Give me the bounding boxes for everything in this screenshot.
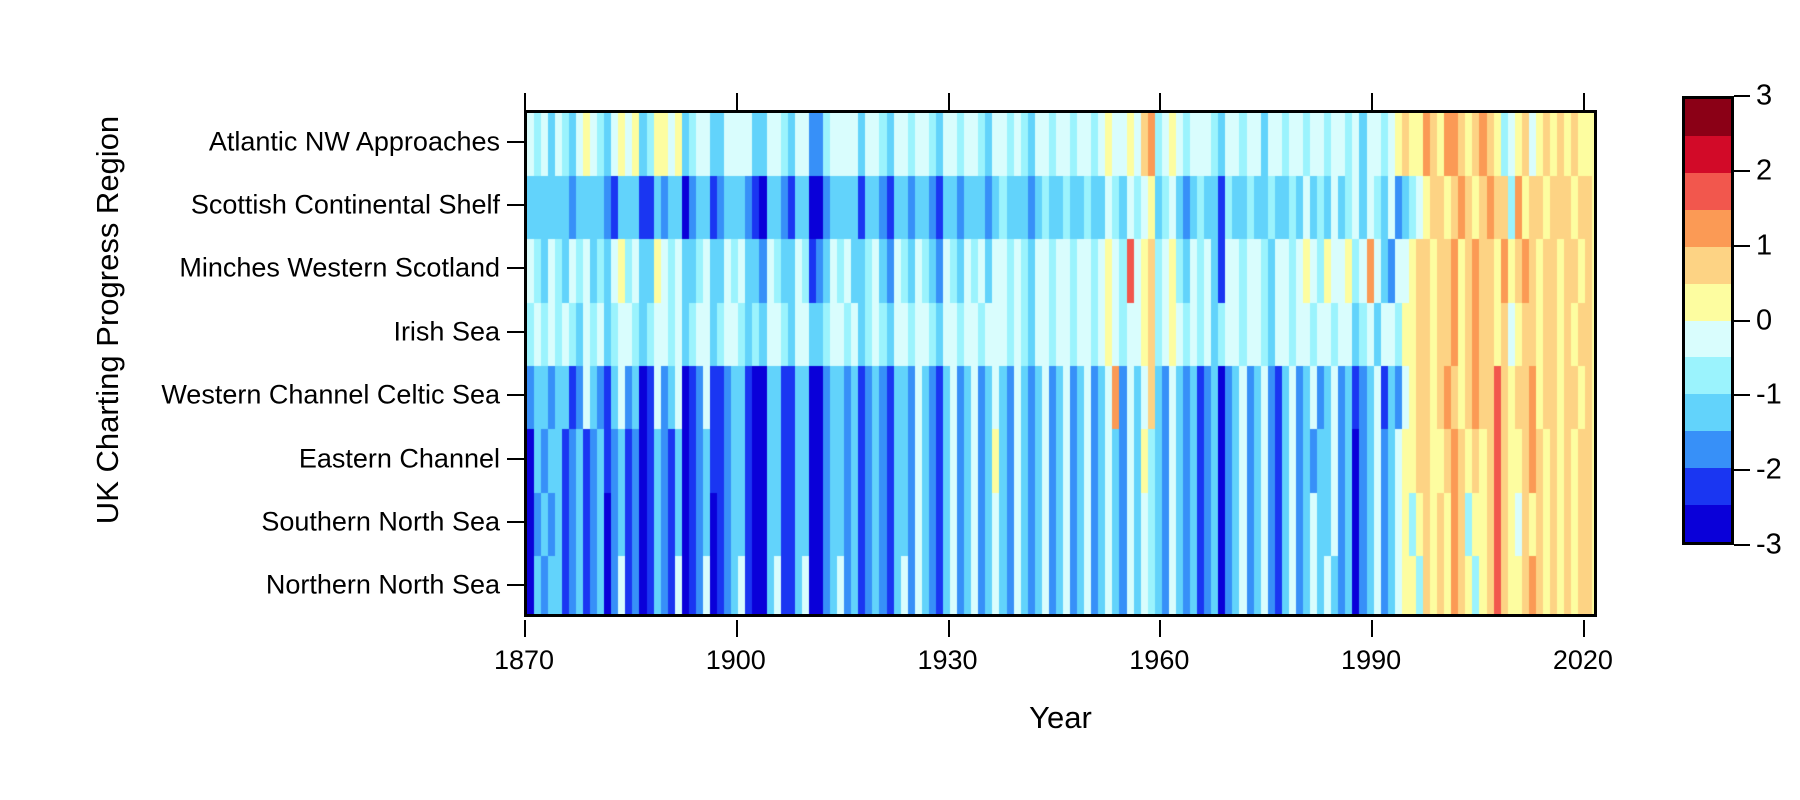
colorbar-tick-mark <box>1734 394 1750 397</box>
colorbar-band <box>1685 135 1731 173</box>
x-axis-tick-mark-top <box>524 93 526 110</box>
colorbar-band <box>1685 468 1731 506</box>
y-axis-tick-mark <box>507 394 524 397</box>
y-axis-tick-label: Scottish Continental Shelf <box>190 189 500 220</box>
colorbar-tick-mark <box>1734 319 1750 322</box>
y-axis-tick-label: Northern North Sea <box>265 569 500 600</box>
x-axis-tick-label: 1930 <box>917 645 978 675</box>
x-axis-tick-mark-top <box>1159 93 1162 110</box>
x-axis-tick-label: 1900 <box>705 645 766 675</box>
y-axis-tick-label: Atlantic NW Approaches <box>208 126 500 157</box>
colorbar-tick-label: 3 <box>1756 79 1773 112</box>
y-axis-tick-mark <box>507 584 524 587</box>
colorbar-band <box>1685 431 1731 469</box>
colorbar-band <box>1685 172 1731 210</box>
x-axis-tick-label: 1870 <box>493 645 555 675</box>
x-axis-tick-mark <box>947 620 950 637</box>
colorbar-tick-mark <box>1734 244 1750 247</box>
colorbar-tick-mark <box>1734 169 1750 172</box>
x-axis-tick-label: 1960 <box>1129 645 1190 675</box>
x-axis-tick-mark <box>735 620 738 637</box>
x-axis-tick-mark <box>1582 620 1585 637</box>
x-axis-tick-mark-top <box>1371 93 1374 110</box>
x-axis-tick-mark-top <box>947 93 950 110</box>
colorbar-band <box>1685 99 1731 136</box>
colorbar-band <box>1685 320 1731 358</box>
colorbar-tick-label: 2 <box>1756 154 1773 187</box>
colorbar-band <box>1685 394 1731 432</box>
colorbar-band <box>1685 246 1731 284</box>
x-axis-tick-mark <box>1159 620 1162 637</box>
colorbar-tick-label: -3 <box>1756 528 1782 561</box>
x-axis-tick-label: 1990 <box>1341 645 1402 675</box>
colorbar-band <box>1685 283 1731 321</box>
heatmap-plot-area <box>524 110 1597 617</box>
colorbar-band <box>1685 357 1731 395</box>
y-axis-tick-mark <box>507 140 524 143</box>
colorbar-tick-label: -2 <box>1756 453 1782 486</box>
x-axis-title: Year <box>1029 700 1092 735</box>
colorbar-tick-label: 0 <box>1756 304 1773 336</box>
colorbar-tick-mark <box>1734 469 1750 472</box>
colorbar-tick-label: -1 <box>1756 378 1782 411</box>
colorbar <box>1682 96 1734 545</box>
x-axis-tick-label: 2020 <box>1552 645 1613 675</box>
y-axis-tick-labels: Atlantic NW Approaches Scottish Continent… <box>100 110 524 617</box>
colorbar-tick-mark <box>1734 95 1750 97</box>
colorbar-tick-label: 1 <box>1756 229 1773 262</box>
y-axis-tick-label: Western Channel Celtic Sea <box>161 379 500 410</box>
x-axis-tick-mark <box>1371 620 1374 637</box>
y-axis-tick-mark <box>507 204 524 207</box>
y-axis-tick-mark <box>507 520 524 523</box>
x-axis-tick-mark-top <box>735 93 738 110</box>
y-axis-tick-mark <box>507 457 524 460</box>
y-axis-tick-label: Minches Western Scotland <box>179 252 500 283</box>
x-axis-tick-mark-top <box>1582 93 1585 110</box>
colorbar-band <box>1685 209 1731 247</box>
y-axis-tick-mark <box>507 330 524 333</box>
y-axis-tick-label: Southern North Sea <box>261 506 500 537</box>
heatmap-canvas <box>527 113 1594 614</box>
y-axis-tick-label: Eastern Channel <box>298 443 500 474</box>
y-axis-tick-mark <box>507 267 524 270</box>
colorbar-band <box>1685 505 1731 542</box>
x-axis-tick-mark <box>524 620 526 637</box>
colorbar-tick-mark <box>1734 544 1750 546</box>
y-axis-tick-label: Irish Sea <box>393 316 500 347</box>
